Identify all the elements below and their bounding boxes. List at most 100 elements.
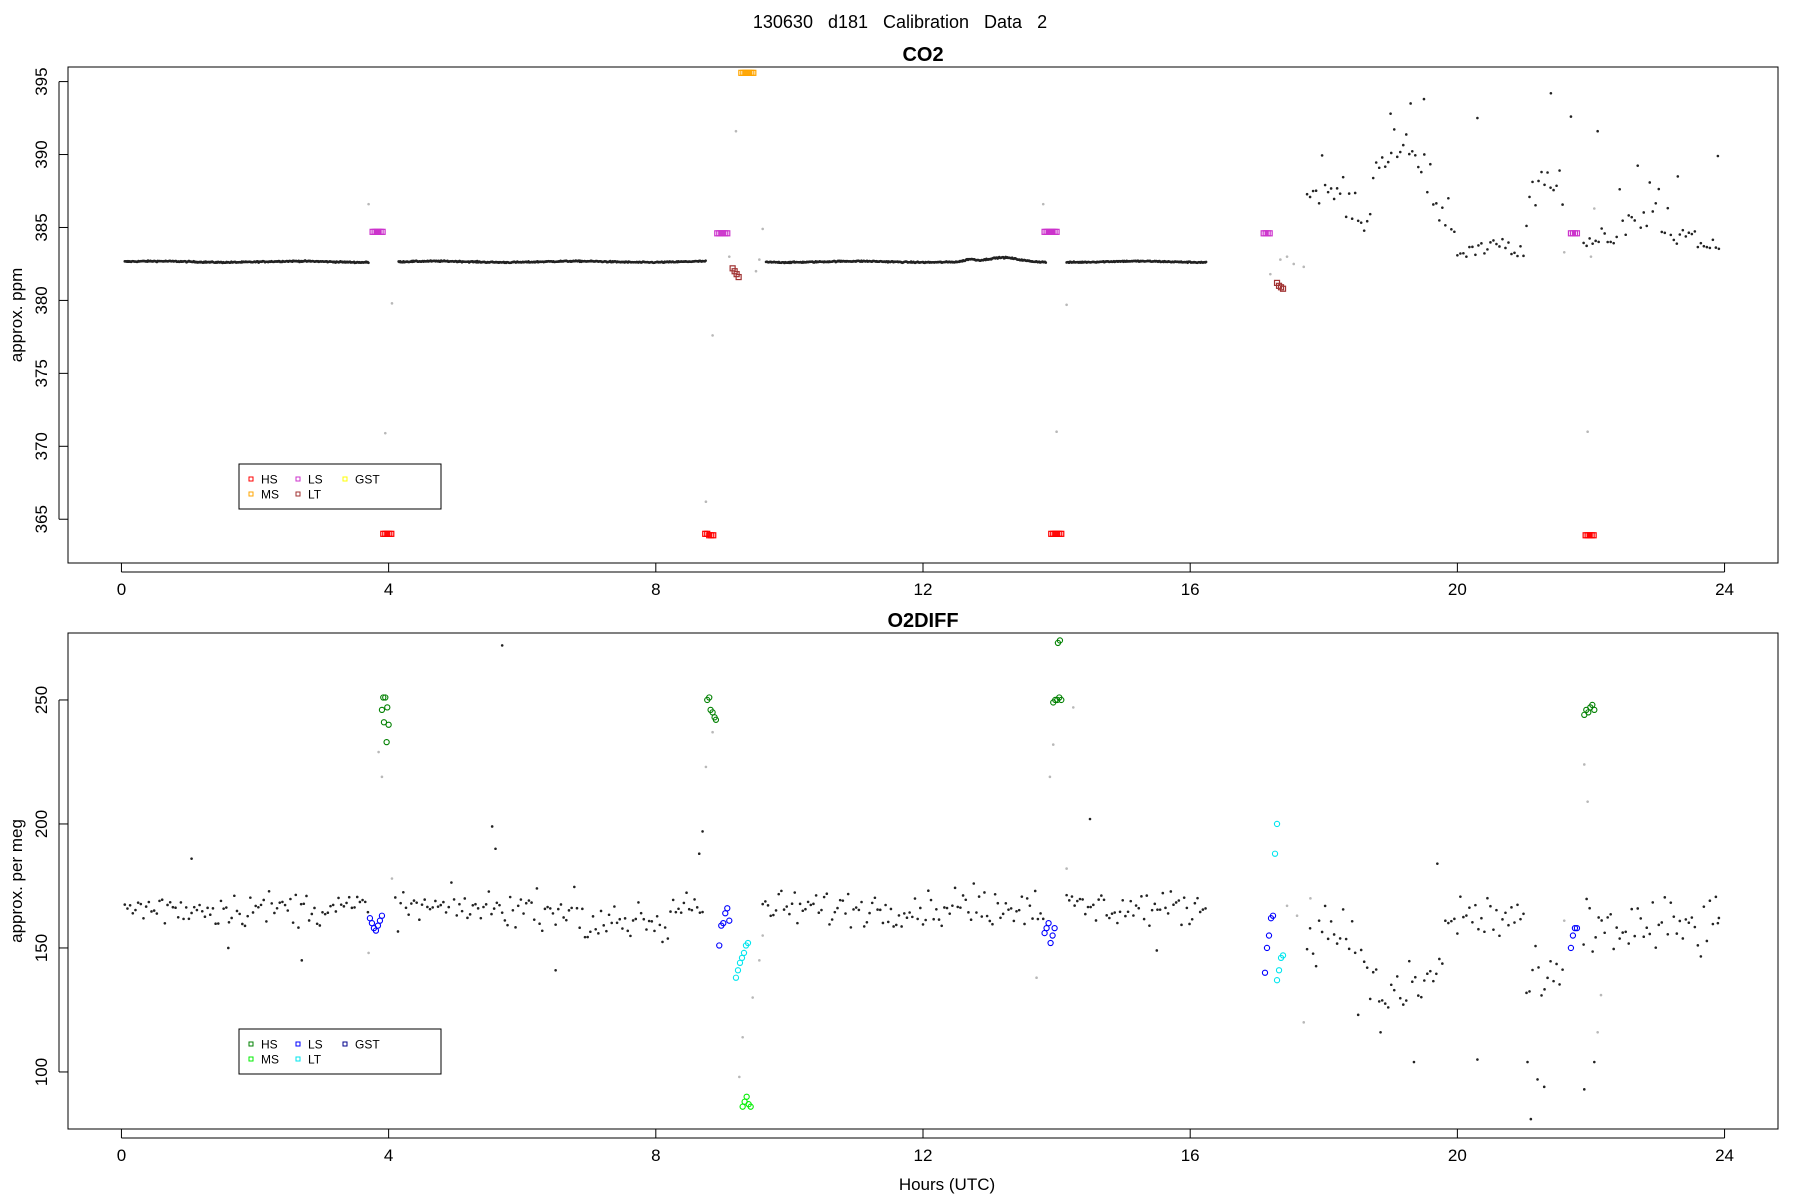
o2diff-data-point: [900, 925, 903, 928]
co2-data-point: [1636, 164, 1640, 167]
co2-data-point: [1468, 245, 1471, 249]
o2diff-data-point: [1504, 911, 1507, 915]
o2diff-data-point: [1429, 969, 1432, 973]
o2diff-data-point: [1347, 947, 1351, 951]
co2-data-point: [1453, 230, 1456, 234]
o2diff-data-point: [1528, 990, 1531, 993]
co2-data-point: [1371, 176, 1375, 180]
co2-data-point: [1660, 230, 1664, 234]
o2diff-data-point: [134, 908, 137, 912]
o2diff-data-point: [782, 908, 786, 911]
o2diff-data-point: [1081, 898, 1084, 901]
o2diff-data-point: [967, 911, 970, 914]
o2diff-data-point: [1529, 1117, 1533, 1121]
co2-data-point: [1678, 233, 1682, 236]
o2diff-data-point: [214, 922, 217, 926]
o2diff-ls-point: [1261, 969, 1269, 976]
o2diff-data-point: [1161, 891, 1165, 895]
o2diff-data-point: [1645, 926, 1649, 929]
co2-gray-point: [1041, 202, 1045, 206]
o2diff-data-point: [1150, 908, 1154, 912]
o2diff-data-point: [902, 912, 906, 915]
o2diff-data-point: [860, 900, 863, 904]
co2-gray-point: [1586, 430, 1589, 434]
o2diff-data-point: [342, 905, 346, 908]
o2diff-data-point: [468, 913, 472, 916]
o2diff-data-point: [128, 903, 132, 907]
o2diff-ls-point: [1051, 924, 1058, 932]
co2-data-point: [1654, 201, 1658, 205]
co2-gray-point: [727, 255, 731, 258]
co2-points: [123, 69, 1721, 539]
o2diff-data-point: [498, 903, 501, 907]
o2diff-data-point: [1335, 942, 1339, 945]
co2-data-point: [1687, 231, 1691, 235]
o2diff-data-point: [1462, 915, 1465, 919]
o2diff-data-point: [935, 907, 938, 911]
o2diff-hs-point: [378, 706, 386, 714]
co2-data-point: [1356, 219, 1360, 223]
co2-gray-point: [754, 269, 758, 273]
o2diff-data-point: [610, 921, 614, 925]
o2diff-data-point: [1412, 1060, 1416, 1064]
o2diff-data-point: [230, 916, 233, 920]
o2diff-data-point: [474, 902, 477, 906]
co2-data-point: [1444, 223, 1447, 227]
o2diff-data-point: [1432, 979, 1435, 983]
o2diff-data-point: [211, 907, 215, 910]
co2-data-point: [1699, 241, 1703, 245]
o2diff-data-point: [347, 895, 351, 899]
co2-data-point: [1676, 175, 1680, 178]
co2-data-point: [1389, 112, 1392, 115]
o2diff-data-point: [774, 909, 778, 912]
co2-data-point: [1519, 244, 1522, 248]
co2-data-point: [1588, 237, 1591, 240]
co2-data-point: [1492, 239, 1495, 242]
co2-data-point: [1483, 252, 1486, 255]
o2diff-data-point: [1113, 911, 1117, 914]
o2diff-data-point: [254, 904, 257, 908]
o2diff-data-point: [426, 905, 429, 909]
co2-hs-point: [388, 530, 395, 537]
o2diff-data-point: [297, 926, 300, 929]
o2diff-data-point: [631, 919, 635, 922]
co2-data-point: [1320, 154, 1324, 157]
o2diff-data-point: [353, 906, 356, 909]
o2diff-data-point: [932, 917, 935, 921]
o2diff-ls-point: [1263, 944, 1271, 952]
o2diff-data-point: [1537, 966, 1540, 969]
o2diff-data-point: [163, 921, 167, 925]
o2diff-data-point: [1374, 968, 1378, 971]
co2-data-point: [1420, 170, 1423, 174]
o2diff-data-point: [607, 913, 611, 917]
o2diff-data-point: [463, 897, 467, 900]
co2-data-point: [1507, 241, 1510, 244]
o2diff-data-point: [1525, 991, 1528, 995]
o2diff-data-point: [881, 921, 885, 925]
co2-gray-point: [1593, 207, 1596, 210]
o2diff-data-point: [323, 912, 327, 916]
o2diff-data-point: [487, 890, 491, 893]
o2diff-data-point: [126, 907, 129, 910]
co2-gray-point: [1562, 250, 1566, 254]
o2diff-data-point: [849, 926, 853, 929]
o2diff-data-point: [1092, 903, 1095, 907]
co2-data-point: [1696, 245, 1700, 249]
o2diff-data-point: [639, 911, 643, 915]
o2diff-data-point: [345, 901, 348, 905]
co2-data-point: [1326, 190, 1330, 194]
o2diff-gray-point: [390, 877, 394, 880]
o2diff-data-point: [663, 926, 667, 929]
o2diff-data-point: [1510, 906, 1513, 909]
o2diff-data-point: [977, 895, 981, 898]
o2diff-x-axis: 0 4 8 12 16 20 24: [117, 1129, 1734, 1165]
o2diff-data-point: [1140, 895, 1143, 898]
o2diff-data-point: [1678, 919, 1682, 923]
o2diff-data-point: [1474, 903, 1477, 907]
co2-data-point: [1332, 197, 1336, 201]
co2-data-point: [1471, 245, 1474, 249]
o2diff-legend-label: LT: [308, 1053, 322, 1067]
o2diff-data-point: [1663, 896, 1667, 899]
co2-gray-point: [1589, 255, 1593, 258]
o2diff-data-point: [150, 910, 153, 913]
